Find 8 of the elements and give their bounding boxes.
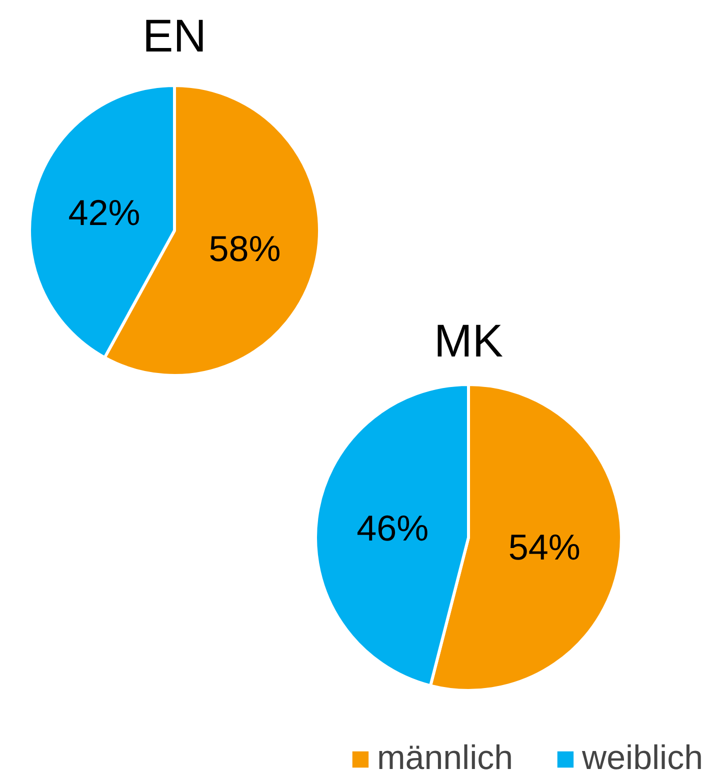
- data-label: 58%: [208, 228, 281, 270]
- legend-label: weiblich: [582, 739, 703, 778]
- legend-label: männlich: [376, 739, 514, 778]
- data-label: 54%: [508, 526, 580, 568]
- data-label: 46%: [356, 507, 429, 548]
- data-label: 42%: [68, 192, 140, 233]
- chart-title: MK: [434, 314, 504, 366]
- chart-title: EN: [142, 10, 206, 62]
